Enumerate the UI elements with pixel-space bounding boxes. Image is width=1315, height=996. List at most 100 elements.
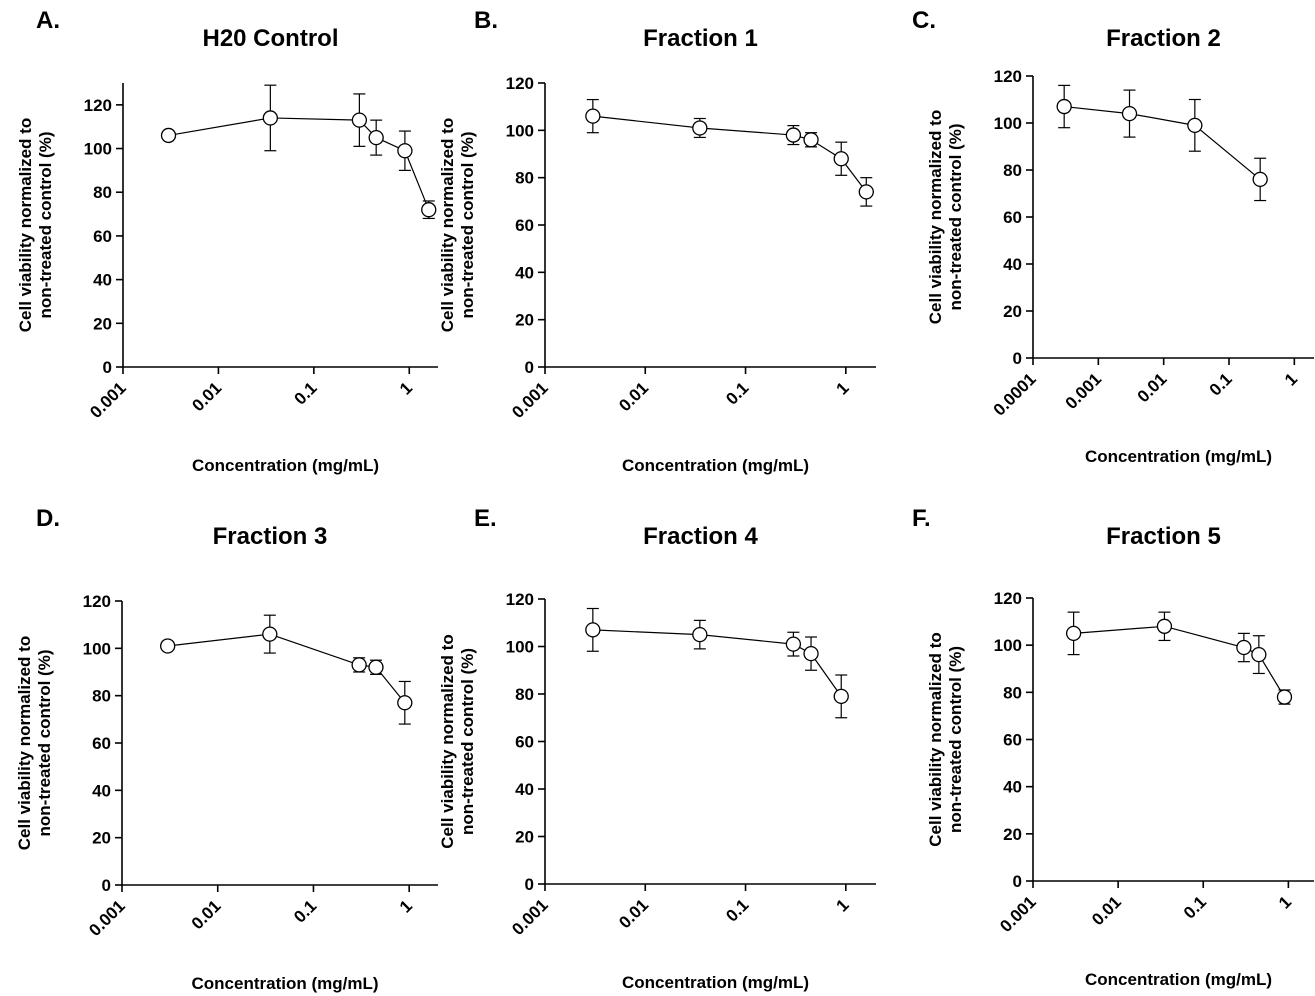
data-point bbox=[351, 657, 367, 673]
y-tick-label: 20 bbox=[1003, 825, 1022, 844]
x-axis-label: Concentration (mg/mL) bbox=[1085, 970, 1272, 989]
data-point bbox=[803, 132, 819, 148]
y-axis-label: Cell viability normalized to bbox=[926, 632, 945, 846]
data-point bbox=[785, 636, 802, 652]
y-tick-label: 120 bbox=[506, 74, 534, 93]
y-tick-label: 60 bbox=[1003, 208, 1022, 227]
y-tick-label: 80 bbox=[515, 685, 534, 704]
panel-label: A. bbox=[36, 7, 60, 34]
y-tick-label: 60 bbox=[93, 227, 112, 246]
data-point bbox=[585, 622, 601, 638]
data-point bbox=[368, 659, 384, 675]
x-tick-label: 1 bbox=[396, 896, 416, 916]
x-tick-label: 1 bbox=[833, 895, 853, 915]
y-tick-label: 100 bbox=[506, 638, 534, 657]
x-tick-label: 0.1 bbox=[1180, 892, 1210, 922]
data-point bbox=[1156, 618, 1173, 634]
x-tick-label: 1 bbox=[396, 378, 416, 398]
y-tick-label: 0 bbox=[525, 875, 534, 894]
y-tick-label: 40 bbox=[1003, 778, 1022, 797]
data-point bbox=[692, 626, 708, 643]
x-tick-label: 0.0001 bbox=[990, 369, 1040, 419]
x-tick-label: 0.01 bbox=[188, 896, 225, 933]
y-axis-label: non-treated control (%) bbox=[946, 124, 965, 311]
x-tick-label: 0.001 bbox=[1062, 369, 1106, 413]
chart-panel-f: F. Fraction 5 0 20 40 60 80 100 120 0.001 0.01 0.1 1… bbox=[876, 498, 1314, 996]
series-line bbox=[1064, 105, 1261, 180]
data-point bbox=[160, 638, 176, 654]
chart-panel-d: D. Fraction 3 0 20 40 60 80 100 120 0.001 0.01 0.1 1… bbox=[0, 498, 438, 996]
chart-title: Fraction 3 bbox=[213, 523, 328, 550]
y-tick-label: 80 bbox=[1003, 161, 1022, 180]
data-point bbox=[160, 127, 177, 144]
chart-svg-2: C. Fraction 2 0 20 40 60 80 100 120 0.0001 0.001 0.… bbox=[912, 7, 1314, 466]
y-tick-label: 20 bbox=[515, 828, 534, 847]
x-tick-label: 0.01 bbox=[1088, 892, 1125, 929]
y-tick-label: 40 bbox=[515, 780, 534, 799]
y-axis-label: non-treated control (%) bbox=[458, 132, 477, 319]
y-tick-label: 120 bbox=[994, 589, 1022, 608]
x-tick-label: 0.001 bbox=[508, 895, 552, 939]
y-tick-label: 20 bbox=[515, 311, 534, 330]
y-tick-label: 80 bbox=[515, 169, 534, 188]
x-tick-label: 0.01 bbox=[615, 895, 652, 932]
chart-title: Fraction 2 bbox=[1106, 25, 1221, 52]
chart-panel-e: E. Fraction 4 0 20 40 60 80 100 120 0.001 0.01 0.1 1… bbox=[438, 498, 876, 996]
y-tick-label: 0 bbox=[102, 876, 111, 895]
y-tick-label: 120 bbox=[994, 67, 1022, 86]
x-tick-label: 0.01 bbox=[1134, 369, 1171, 406]
x-tick-label: 0.1 bbox=[291, 378, 321, 408]
series-line bbox=[592, 115, 867, 193]
chart-svg-5: F. Fraction 5 0 20 40 60 80 100 120 0.001 0.01 0.1 1… bbox=[912, 505, 1314, 989]
data-point bbox=[1236, 639, 1252, 656]
series-line bbox=[168, 117, 430, 210]
panel-label: C. bbox=[912, 7, 936, 34]
x-tick-label: 0.1 bbox=[290, 896, 320, 926]
y-tick-label: 60 bbox=[1003, 731, 1022, 750]
data-point bbox=[1252, 171, 1268, 188]
y-tick-label: 0 bbox=[1013, 872, 1022, 891]
y-tick-label: 40 bbox=[515, 263, 534, 282]
y-tick-label: 80 bbox=[92, 687, 111, 706]
data-point bbox=[585, 108, 601, 124]
y-tick-label: 20 bbox=[1003, 302, 1022, 321]
y-axis-label: Cell viability normalized to bbox=[16, 118, 35, 332]
x-axis-label: Concentration (mg/mL) bbox=[622, 456, 809, 475]
y-tick-label: 60 bbox=[515, 216, 534, 235]
x-tick-label: 0.01 bbox=[188, 378, 225, 415]
x-tick-label: 0.01 bbox=[615, 378, 652, 415]
y-tick-label: 0 bbox=[1013, 349, 1022, 368]
data-point bbox=[262, 110, 278, 126]
x-tick-label: 1 bbox=[833, 378, 853, 398]
x-tick-label: 0.1 bbox=[722, 895, 752, 925]
data-point bbox=[692, 120, 708, 136]
x-tick-label: 0.1 bbox=[1206, 369, 1236, 399]
y-tick-label: 20 bbox=[93, 314, 112, 333]
y-axis-label: non-treated control (%) bbox=[36, 132, 55, 319]
y-tick-label: 120 bbox=[83, 592, 111, 611]
data-point bbox=[803, 645, 819, 662]
data-point bbox=[351, 112, 368, 128]
chart-svg-1: B. Fraction 1 0 20 40 60 80 100 120 0.001 0.01 0.1 1… bbox=[438, 7, 876, 475]
y-axis-label: non-treated control (%) bbox=[35, 650, 54, 837]
data-point bbox=[833, 688, 849, 705]
y-tick-label: 40 bbox=[92, 781, 111, 800]
y-tick-label: 100 bbox=[84, 140, 112, 159]
data-point bbox=[262, 626, 278, 642]
chart-svg-4: E. Fraction 4 0 20 40 60 80 100 120 0.001 0.01 0.1 1… bbox=[438, 505, 876, 992]
y-tick-label: 100 bbox=[994, 114, 1022, 133]
chart-title: Fraction 1 bbox=[643, 25, 758, 52]
data-point bbox=[1276, 689, 1293, 705]
y-tick-label: 120 bbox=[506, 590, 534, 609]
y-tick-label: 20 bbox=[92, 829, 111, 848]
chart-svg-3: D. Fraction 3 0 20 40 60 80 100 120 0.001 0.01 0.1 1… bbox=[15, 505, 438, 993]
y-axis-label: non-treated control (%) bbox=[946, 646, 965, 833]
data-point bbox=[1121, 105, 1138, 122]
chart-panel-c: C. Fraction 2 0 20 40 60 80 100 120 0.0001 0.001 0.… bbox=[876, 0, 1314, 498]
data-point bbox=[785, 127, 802, 143]
y-tick-label: 40 bbox=[93, 271, 112, 290]
y-tick-label: 0 bbox=[103, 358, 112, 377]
chart-panel-b: B. Fraction 1 0 20 40 60 80 100 120 0.001 0.01 0.1 1… bbox=[438, 0, 876, 498]
chart-svg-0: A. H20 Control 0 20 40 60 80 100 120 0.001 0.01 0.1… bbox=[16, 7, 438, 475]
x-tick-label: 0.001 bbox=[996, 892, 1040, 936]
